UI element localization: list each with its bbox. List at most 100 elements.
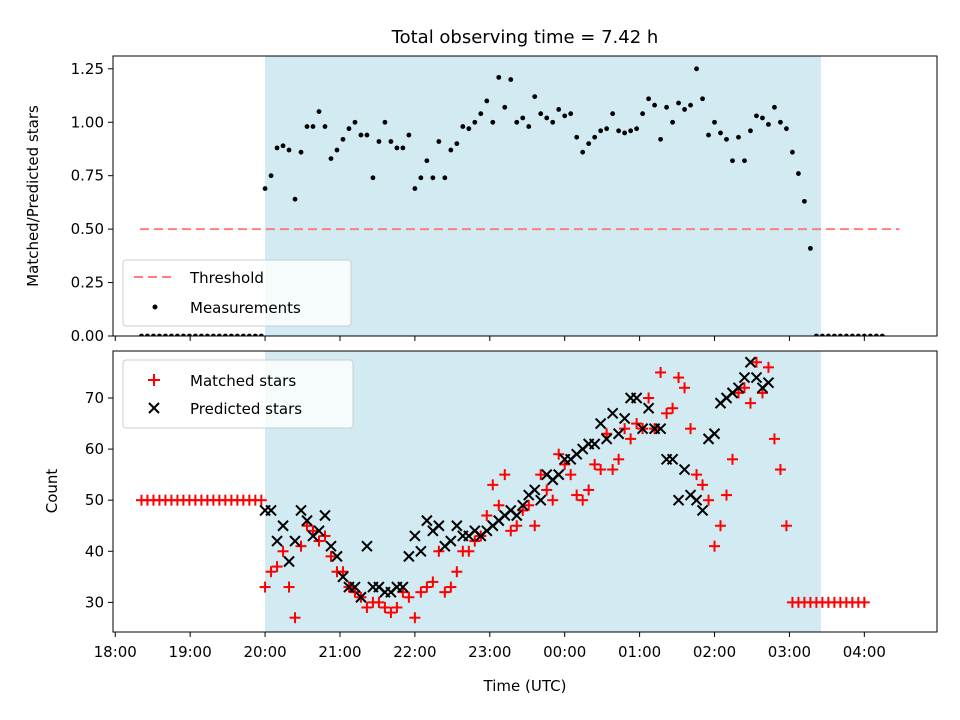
measurement-point bbox=[151, 333, 156, 336]
measurement-point bbox=[406, 132, 412, 138]
matched-star-point bbox=[373, 596, 385, 608]
predicted-star-point bbox=[337, 571, 349, 583]
measurement-point bbox=[712, 119, 717, 125]
measurement-point bbox=[694, 66, 699, 72]
predicted-star-point bbox=[588, 438, 601, 450]
y-tick-label: 50 bbox=[85, 491, 104, 509]
matched-stars-series bbox=[135, 356, 870, 624]
measurement-point bbox=[496, 74, 502, 80]
measurement-point bbox=[466, 126, 472, 132]
measurement-point bbox=[849, 333, 855, 336]
measurement-point bbox=[478, 111, 484, 117]
predicted-star-point bbox=[672, 494, 685, 506]
measurement-point bbox=[520, 115, 526, 121]
measurement-point bbox=[598, 128, 604, 134]
y-tick-label: 0.25 bbox=[71, 274, 104, 292]
x-tick-label: 02:00 bbox=[693, 643, 736, 661]
predicted-star-point bbox=[738, 371, 751, 384]
matched-star-point bbox=[726, 453, 738, 465]
matched-star-point bbox=[643, 392, 655, 404]
measurement-point bbox=[544, 115, 550, 121]
legend-predicted-label: Predicted stars bbox=[190, 400, 302, 418]
predicted-star-point bbox=[397, 581, 409, 593]
matched-star-point bbox=[523, 499, 535, 511]
matched-star-point bbox=[415, 586, 427, 598]
measurement-point bbox=[187, 333, 192, 336]
matched-star-point bbox=[565, 469, 577, 481]
measurement-point bbox=[586, 141, 592, 147]
predicted-star-point bbox=[666, 453, 679, 466]
predicted-star-point bbox=[636, 422, 649, 435]
matched-star-point bbox=[421, 581, 433, 593]
predicted-star-point bbox=[696, 504, 709, 517]
matched-star-point bbox=[307, 525, 319, 537]
predicted-star-point bbox=[277, 520, 289, 532]
predicted-star-point bbox=[289, 535, 301, 547]
x-tick-label: 18:00 bbox=[94, 643, 137, 661]
measurement-point bbox=[175, 333, 180, 336]
matched-star-point bbox=[541, 484, 553, 496]
y-tick-label: 70 bbox=[85, 389, 104, 407]
measurement-point bbox=[228, 333, 234, 336]
predicted-star-point bbox=[750, 371, 763, 384]
y-axis-ticks: 30 40 50 60 70 bbox=[85, 389, 113, 611]
matched-star-point bbox=[685, 423, 697, 435]
chart-title: Total observing time = 7.42 h bbox=[391, 27, 659, 48]
measurement-point bbox=[562, 113, 568, 119]
measurement-point bbox=[145, 333, 150, 336]
y-tick-label: 0.00 bbox=[71, 327, 104, 345]
measurement-point bbox=[163, 333, 168, 336]
x-tick-label: 21:00 bbox=[318, 643, 361, 661]
x-tick-label: 19:00 bbox=[169, 643, 212, 661]
predicted-star-point bbox=[732, 382, 745, 394]
measurement-point bbox=[298, 149, 304, 155]
matched-star-point bbox=[337, 566, 349, 578]
y-tick-label: 1.00 bbox=[71, 113, 104, 131]
measurement-point bbox=[280, 143, 286, 149]
predicted-star-point bbox=[325, 540, 337, 552]
measurement-point bbox=[634, 126, 640, 132]
measurement-point bbox=[658, 136, 663, 142]
measurement-point bbox=[181, 333, 186, 336]
predicted-star-point bbox=[511, 509, 523, 522]
measurement-point bbox=[460, 124, 466, 129]
predicted-star-point bbox=[594, 417, 607, 430]
measurement-point bbox=[412, 186, 418, 191]
legend-threshold-label: Threshold bbox=[189, 269, 264, 287]
matched-star-point bbox=[571, 489, 583, 501]
predicted-star-point bbox=[612, 428, 625, 440]
legend-matched-label: Matched stars bbox=[190, 372, 296, 390]
measurement-point bbox=[364, 132, 370, 138]
matched-star-point bbox=[439, 586, 451, 598]
matched-star-point bbox=[703, 494, 715, 506]
matched-star-point bbox=[385, 607, 397, 619]
matched-star-point bbox=[667, 402, 679, 414]
predicted-star-point bbox=[349, 581, 361, 593]
matched-star-point bbox=[750, 356, 762, 368]
x-axis-ticks: 18:00 19:00 20:00 21:00 22:00 23:00 00:00 01:00… bbox=[94, 632, 886, 661]
measurement-point bbox=[538, 111, 544, 117]
matched-star-point bbox=[655, 366, 667, 378]
matched-star-point bbox=[255, 494, 267, 506]
matched-star-point bbox=[265, 566, 277, 578]
predicted-star-point bbox=[361, 540, 373, 552]
predicted-star-point bbox=[313, 525, 325, 537]
measurement-point bbox=[796, 171, 801, 176]
measurement-point bbox=[825, 333, 831, 336]
measurement-point bbox=[316, 109, 322, 114]
predicted-star-point bbox=[421, 514, 433, 527]
matched-star-point bbox=[427, 576, 439, 588]
matched-star-point bbox=[289, 612, 301, 624]
measurement-point bbox=[892, 0, 897, 2]
x-tick-label: 23:00 bbox=[468, 643, 511, 661]
matched-star-point bbox=[433, 545, 445, 557]
measurement-point bbox=[718, 130, 723, 136]
measurement-point bbox=[442, 175, 448, 181]
predicted-star-point bbox=[433, 520, 445, 532]
measurements-series bbox=[139, 0, 897, 336]
matched-star-point bbox=[774, 464, 786, 476]
predicted-star-point bbox=[642, 402, 655, 414]
observing-window-band bbox=[265, 56, 821, 336]
measurement-point bbox=[274, 145, 280, 151]
